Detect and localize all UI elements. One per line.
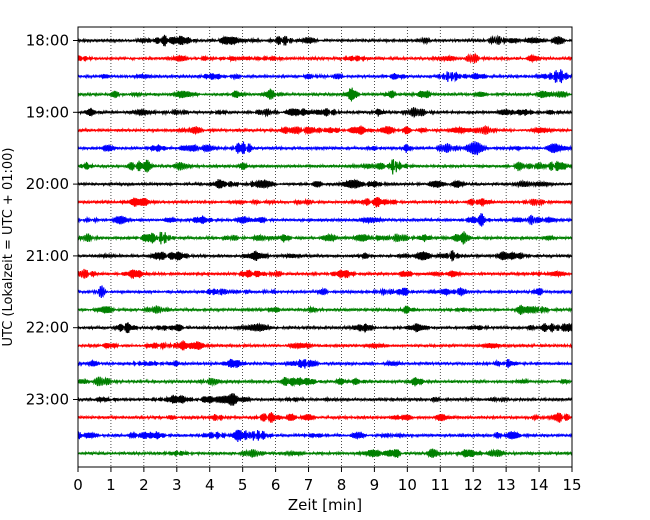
trace-line: [77, 304, 573, 315]
trace-line: [77, 393, 573, 406]
x-tick-label: 10: [398, 476, 417, 494]
x-tick-label: 5: [238, 476, 248, 494]
grid-lines: [110, 27, 540, 467]
x-tick-label: 14: [530, 476, 549, 494]
y-tick-label: 20:00: [26, 175, 69, 193]
trace-line: [77, 268, 573, 280]
trace-line: [77, 69, 573, 84]
x-tick-label: 15: [562, 476, 581, 494]
trace-line: [77, 197, 573, 208]
y-tick-label: 18:00: [26, 32, 69, 50]
trace-line: [77, 340, 573, 351]
trace-line: [77, 448, 573, 459]
y-tick-label: 21:00: [26, 247, 69, 265]
trace-line: [77, 178, 573, 190]
x-tick-label: 9: [370, 476, 380, 494]
trace-line: [77, 285, 573, 299]
y-axis-label: UTC (Lokalzeit = UTC + 01:00): [1, 148, 16, 347]
y-axis: 18:00 19:00 20:00 21:00 22:00 23:00: [26, 32, 78, 409]
trace-line: [77, 34, 573, 47]
trace-line: [77, 107, 573, 119]
x-tick-label: 11: [431, 476, 450, 494]
x-tick-label: 7: [304, 476, 314, 494]
trace-line: [77, 87, 573, 102]
trace-line: [77, 231, 573, 245]
trace-line: [77, 358, 573, 369]
x-axis-label: Zeit [min]: [288, 496, 362, 514]
x-tick-label: 6: [271, 476, 281, 494]
x-tick-label: 0: [73, 476, 83, 494]
plot-background: [78, 27, 572, 467]
x-tick-label: 4: [205, 476, 215, 494]
x-tick-label: 2: [139, 476, 149, 494]
trace-line: [77, 376, 573, 388]
trace-line: [77, 412, 573, 423]
trace-line: [77, 213, 573, 227]
plot-frame: [77, 26, 573, 468]
x-tick-label: 8: [337, 476, 347, 494]
trace-line: [77, 322, 573, 334]
trace-line: [77, 141, 573, 156]
y-tick-label: 23:00: [26, 391, 69, 409]
x-tick-label: 13: [497, 476, 516, 494]
seismogram-traces: [77, 34, 573, 459]
trace-line: [77, 429, 573, 443]
x-tick-label: 1: [106, 476, 116, 494]
trace-line: [77, 159, 573, 175]
x-axis: 0 1 2 3 4 5 6 7 8 9 10 11 12 13 14 15: [73, 467, 582, 494]
trace-line: [77, 250, 573, 262]
trace-line: [77, 52, 573, 64]
y-tick-label: 19:00: [26, 103, 69, 121]
x-tick-label: 12: [464, 476, 483, 494]
y-tick-label: 22:00: [26, 319, 69, 337]
x-tick-label: 3: [172, 476, 182, 494]
trace-line: [77, 124, 573, 136]
